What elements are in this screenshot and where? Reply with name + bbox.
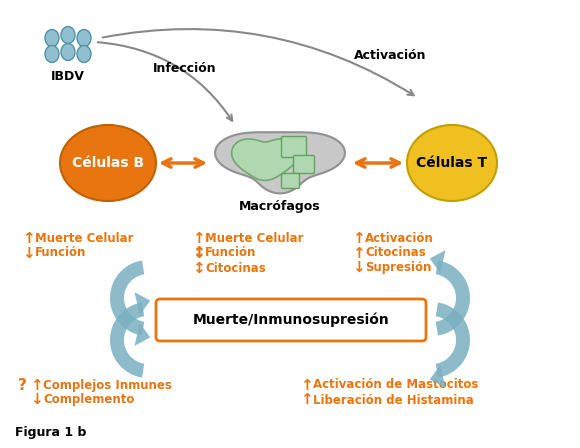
Text: Figura 1 b: Figura 1 b <box>15 426 86 439</box>
Text: Activación de Mastocitos: Activación de Mastocitos <box>313 379 478 392</box>
Text: Activación: Activación <box>354 48 426 61</box>
Text: ↑: ↑ <box>352 231 365 246</box>
Polygon shape <box>430 250 445 273</box>
Text: ↓: ↓ <box>22 246 35 260</box>
Ellipse shape <box>61 26 75 43</box>
Ellipse shape <box>45 46 59 63</box>
Ellipse shape <box>60 125 156 201</box>
Text: ↑: ↑ <box>352 246 365 260</box>
Text: Células B: Células B <box>72 156 144 170</box>
Text: ↓: ↓ <box>352 260 365 276</box>
Text: Función: Función <box>205 246 256 259</box>
Ellipse shape <box>45 30 59 47</box>
Text: Citocinas: Citocinas <box>205 262 266 275</box>
FancyBboxPatch shape <box>293 155 314 173</box>
Text: Células T: Células T <box>416 156 488 170</box>
Text: Citocinas: Citocinas <box>365 246 426 259</box>
PathPatch shape <box>231 139 298 181</box>
Text: Supresión: Supresión <box>365 262 432 275</box>
Text: ↑: ↑ <box>22 231 35 246</box>
PathPatch shape <box>215 132 345 194</box>
Polygon shape <box>430 365 445 388</box>
FancyBboxPatch shape <box>156 299 426 341</box>
Text: ↓: ↓ <box>30 392 43 408</box>
Text: ?: ? <box>18 378 27 392</box>
Text: ↑: ↑ <box>300 378 313 392</box>
PathPatch shape <box>436 260 470 336</box>
PathPatch shape <box>110 260 144 336</box>
Ellipse shape <box>77 46 91 63</box>
Text: Infección: Infección <box>153 61 217 74</box>
Polygon shape <box>135 323 150 346</box>
Text: ↑: ↑ <box>30 378 43 392</box>
Ellipse shape <box>61 43 75 60</box>
Text: IBDV: IBDV <box>51 70 85 83</box>
Text: ↑: ↑ <box>300 392 313 408</box>
Text: ↕: ↕ <box>192 246 205 260</box>
Text: Complemento: Complemento <box>43 393 135 406</box>
PathPatch shape <box>436 302 470 378</box>
FancyBboxPatch shape <box>281 173 299 189</box>
Text: Muerte/Inmunosupresión: Muerte/Inmunosupresión <box>193 313 389 327</box>
Text: Muerte Celular: Muerte Celular <box>35 232 133 245</box>
Text: Muerte Celular: Muerte Celular <box>205 232 303 245</box>
Text: Liberación de Histamina: Liberación de Histamina <box>313 393 474 406</box>
Text: Función: Función <box>35 246 86 259</box>
FancyBboxPatch shape <box>281 137 306 158</box>
Text: ↕: ↕ <box>192 245 205 259</box>
Ellipse shape <box>77 30 91 47</box>
Text: ↑: ↑ <box>192 231 205 246</box>
Ellipse shape <box>407 125 497 201</box>
Text: Macrófagos: Macrófagos <box>239 200 321 213</box>
Text: Activación: Activación <box>365 232 434 245</box>
Text: ↕: ↕ <box>192 260 205 276</box>
Polygon shape <box>135 292 150 315</box>
PathPatch shape <box>110 302 144 378</box>
Text: Complejos Inmunes: Complejos Inmunes <box>43 379 172 392</box>
